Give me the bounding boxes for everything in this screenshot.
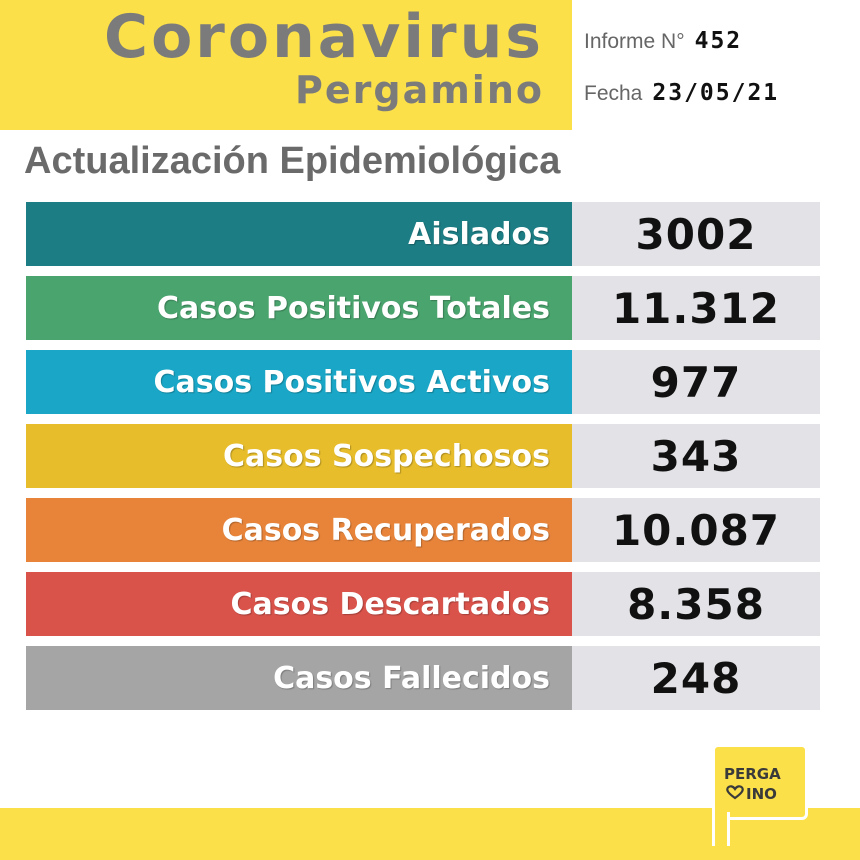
logo-line-1: PERGA xyxy=(724,765,781,783)
stat-row-descartados: Casos Descartados 8.358 xyxy=(26,572,820,636)
stat-label: Casos Descartados xyxy=(26,572,572,636)
stat-row-sospechosos: Casos Sospechosos 343 xyxy=(26,424,820,488)
report-number: 452 xyxy=(694,28,743,54)
stat-value: 11.312 xyxy=(572,276,820,340)
stat-row-positivos-activos: Casos Positivos Activos 977 xyxy=(26,350,820,414)
stat-label: Aislados xyxy=(26,202,572,266)
report-label: Informe N° xyxy=(584,30,685,53)
date-value: 23/05/21 xyxy=(652,80,780,106)
stat-row-positivos-totales: Casos Positivos Totales 11.312 xyxy=(26,276,820,340)
stat-value: 10.087 xyxy=(572,498,820,562)
header-banner xyxy=(0,0,572,130)
page-subtitle: Pergamino xyxy=(295,68,544,112)
stat-value: 343 xyxy=(572,424,820,488)
page-title: Coronavirus xyxy=(104,2,544,72)
stat-label: Casos Fallecidos xyxy=(26,646,572,710)
stat-row-fallecidos: Casos Fallecidos 248 xyxy=(26,646,820,710)
stat-value: 248 xyxy=(572,646,820,710)
logo-tail xyxy=(712,812,730,846)
pergamino-logo xyxy=(712,744,808,820)
stat-label: Casos Sospechosos xyxy=(26,424,572,488)
stat-row-aislados: Aislados 3002 xyxy=(26,202,820,266)
heart-icon xyxy=(726,785,744,800)
stat-value: 3002 xyxy=(572,202,820,266)
date-label: Fecha xyxy=(584,82,643,105)
section-title: Actualización Epidemiológica xyxy=(24,140,561,182)
report-number-row: Informe N° 452 xyxy=(584,28,742,54)
date-row: Fecha 23/05/21 xyxy=(584,80,779,106)
stat-label: Casos Recuperados xyxy=(26,498,572,562)
logo-line-2: INO xyxy=(746,785,777,803)
stat-value: 977 xyxy=(572,350,820,414)
stat-label: Casos Positivos Activos xyxy=(26,350,572,414)
logo-text: PERGA INO xyxy=(724,764,781,804)
stat-label: Casos Positivos Totales xyxy=(26,276,572,340)
stat-row-recuperados: Casos Recuperados 10.087 xyxy=(26,498,820,562)
stat-value: 8.358 xyxy=(572,572,820,636)
